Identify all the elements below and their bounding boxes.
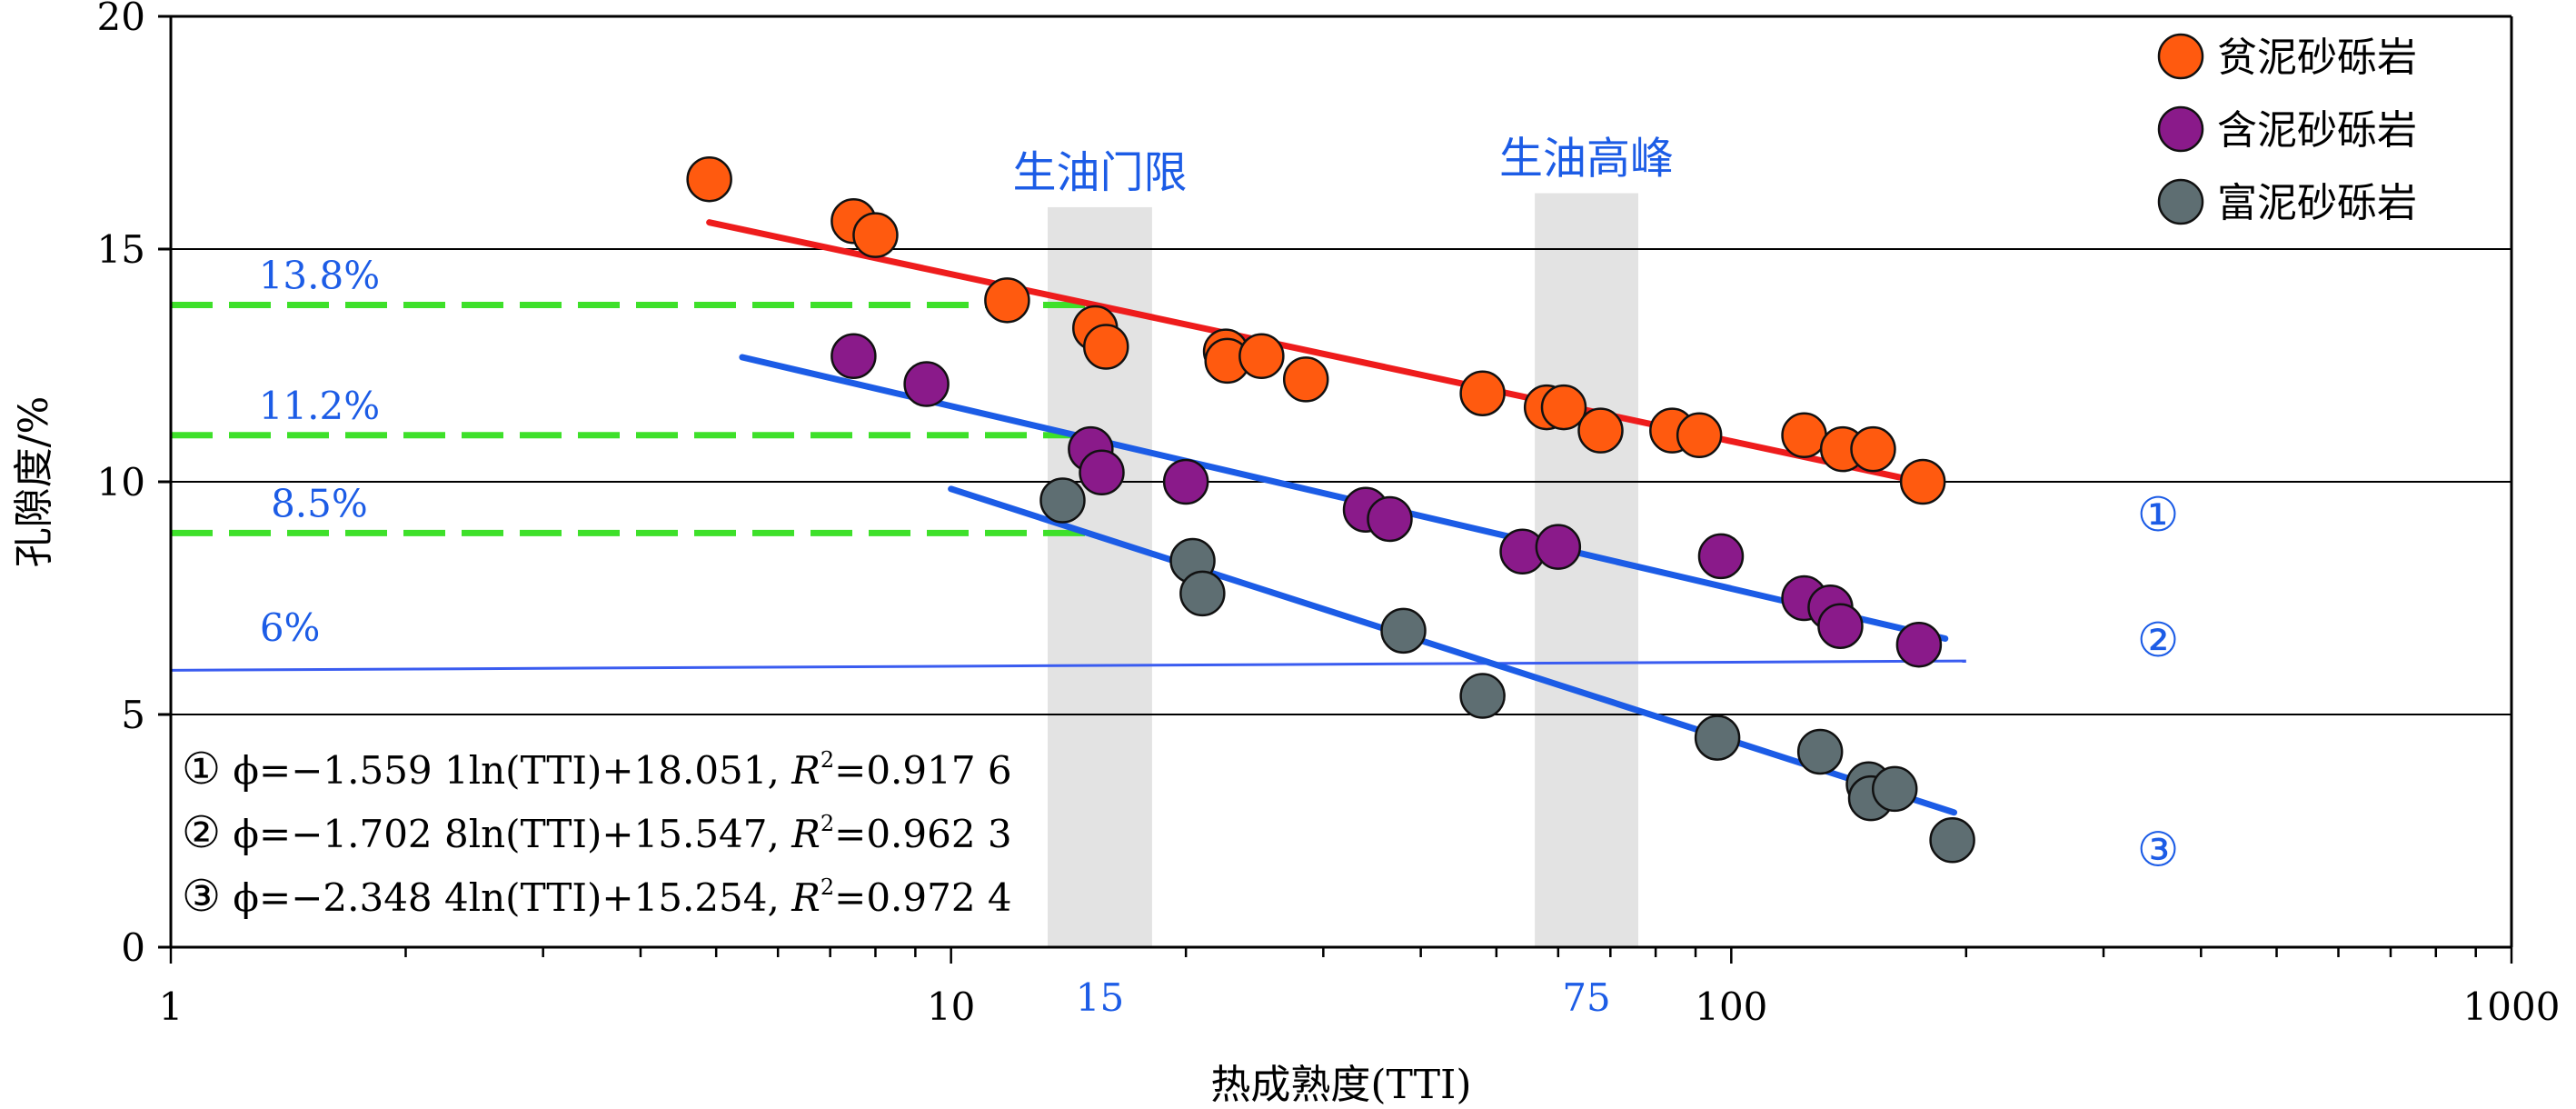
equations: ① ϕ=−1.559 1ln(TTI)+18.051, R2=0.917 6② … xyxy=(182,744,1012,922)
band-label-0: 生油门限 xyxy=(1012,147,1187,198)
y-tick-label-4: 20 xyxy=(97,0,145,39)
equation-body-3: ϕ=−2.348 4ln(TTI)+15.254, xyxy=(221,875,791,920)
equation-r-3: R xyxy=(791,875,821,920)
trendline-1 xyxy=(706,219,1945,490)
legend-marker-2 xyxy=(2157,178,2204,225)
point-series0-3 xyxy=(984,277,1030,324)
equation-r-sup-3: 2 xyxy=(821,874,834,900)
band-value-label-1: 75 xyxy=(1562,975,1610,1020)
point-series2-0 xyxy=(1039,477,1086,524)
point-series0-12 xyxy=(1540,384,1587,431)
equation-r-2: R xyxy=(791,812,821,856)
reference-lines xyxy=(171,301,1089,536)
point-series1-3 xyxy=(1079,449,1125,496)
point-series0-15 xyxy=(1676,412,1723,459)
band-rect-1 xyxy=(1535,193,1638,947)
point-series1-1 xyxy=(903,361,950,407)
equation-num-3: ③ xyxy=(182,871,221,922)
reference-label-0: 13.8% xyxy=(259,253,380,297)
point-series1-8 xyxy=(1535,524,1582,570)
x-tick-label-2: 100 xyxy=(1695,984,1767,1029)
threshold-line-group xyxy=(170,659,1966,672)
point-series1-4 xyxy=(1162,458,1209,505)
point-series0-18 xyxy=(1850,425,1896,473)
legend-label-1: 含泥砂砾岩 xyxy=(2217,107,2417,154)
equation-r-sup-1: 2 xyxy=(821,747,834,773)
trendline-3 xyxy=(948,485,1958,816)
gridlines xyxy=(171,248,2511,715)
legend-marker-0 xyxy=(2157,33,2204,80)
reference-label-2: 8.5% xyxy=(271,481,368,525)
point-series2-6 xyxy=(1796,728,1844,775)
y-tick-label-0: 0 xyxy=(121,925,145,970)
trendline-2 xyxy=(739,354,1949,643)
point-series1-6 xyxy=(1367,495,1413,543)
legend-label-2: 富泥砂砾岩 xyxy=(2217,180,2417,226)
equation-body-1: ϕ=−1.559 1ln(TTI)+18.051, xyxy=(221,748,791,793)
point-series2-4 xyxy=(1459,673,1506,719)
equation-3: ③ ϕ=−2.348 4ln(TTI)+15.254, R2=0.972 4 xyxy=(182,871,1012,922)
point-series0-10 xyxy=(1459,370,1506,416)
point-series2-3 xyxy=(1380,607,1427,654)
x-tick-label-3: 1000 xyxy=(2463,984,2561,1029)
point-series0-8 xyxy=(1238,333,1285,380)
point-series0-16 xyxy=(1781,412,1827,459)
data-points xyxy=(686,155,1975,864)
y-axis-title: 孔隙度/% xyxy=(11,396,57,568)
point-series2-10 xyxy=(1929,816,1975,864)
equation-num-2: ② xyxy=(182,807,221,858)
band-value-label-0: 15 xyxy=(1076,975,1124,1020)
y-tick-label-3: 15 xyxy=(97,227,145,272)
y-tick-label-1: 5 xyxy=(121,693,145,737)
y-tick-label-2: 10 xyxy=(97,460,145,505)
axes: 0 5 10 15 20 1 10 100 1000 xyxy=(97,0,2561,1029)
chart-labels: 生油门限15生油高峰756%13.8%11.2%8.5%热成熟度(TTI)孔隙度… xyxy=(11,134,2179,1108)
point-series1-12 xyxy=(1817,603,1864,649)
threshold-line xyxy=(170,659,1966,672)
point-series1-0 xyxy=(830,333,877,380)
curve-label-2: ② xyxy=(2137,614,2180,668)
point-series1-9 xyxy=(1697,533,1745,580)
legend-label-0: 贫泥砂砾岩 xyxy=(2217,35,2417,81)
equation-1: ① ϕ=−1.559 1ln(TTI)+18.051, R2=0.917 6 xyxy=(182,744,1012,794)
legend-marker-1 xyxy=(2157,105,2204,153)
equation-num-1: ① xyxy=(182,744,221,794)
point-series0-13 xyxy=(1577,407,1624,454)
point-series0-9 xyxy=(1282,356,1329,403)
equation-r-value-3: =0.972 4 xyxy=(834,875,1012,920)
point-series0-2 xyxy=(852,212,899,258)
point-series0-19 xyxy=(1899,458,1946,505)
x-axis-title: 热成熟度(TTI) xyxy=(1210,1062,1471,1108)
equation-2: ② ϕ=−1.702 8ln(TTI)+15.547, R2=0.962 3 xyxy=(182,807,1012,858)
point-series0-5 xyxy=(1082,324,1129,370)
equation-r-sup-2: 2 xyxy=(821,811,834,836)
reference-label-1: 11.2% xyxy=(259,384,380,428)
point-series1-13 xyxy=(1895,621,1943,668)
curve-label-1: ① xyxy=(2137,488,2180,543)
x-tick-label-1: 10 xyxy=(927,984,975,1029)
point-series0-0 xyxy=(686,155,732,203)
equation-body-2: ϕ=−1.702 8ln(TTI)+15.547, xyxy=(221,812,791,856)
equation-r-value-2: =0.962 3 xyxy=(834,812,1012,856)
curve-label-3: ③ xyxy=(2137,823,2180,877)
maturity-bands xyxy=(1048,193,1638,948)
trend-lines xyxy=(706,219,1958,816)
equation-r-1: R xyxy=(791,748,821,793)
x-tick-label-0: 1 xyxy=(159,984,184,1029)
band-label-1: 生油高峰 xyxy=(1499,134,1674,185)
point-series2-5 xyxy=(1694,714,1741,761)
equation-r-value-1: =0.917 6 xyxy=(834,748,1012,793)
point-series2-9 xyxy=(1871,765,1918,813)
point-series2-2 xyxy=(1179,570,1226,617)
threshold-label: 6% xyxy=(260,605,321,650)
